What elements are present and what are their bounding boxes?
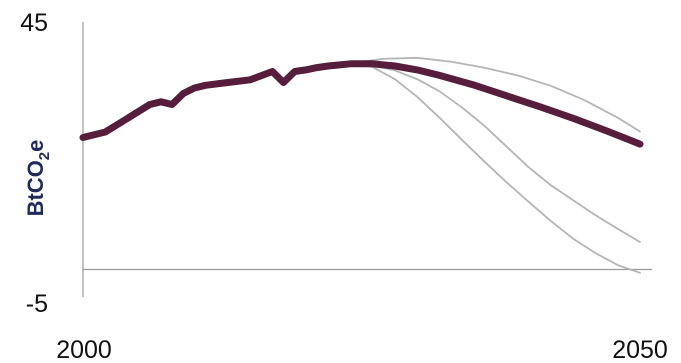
- series-layer: [79, 56, 644, 274]
- series-line-lower-scenario: [349, 62, 641, 274]
- y-tick-label-bottom: -5: [26, 290, 48, 318]
- x-tick-label-end: 2050: [612, 336, 668, 363]
- series-line-middle-scenario: [349, 62, 641, 243]
- y-tick-label-top: 45: [20, 9, 48, 37]
- y-axis-label-suffix: e: [23, 140, 48, 152]
- y-axis-label-subscript: 2: [36, 152, 53, 160]
- y-axis-label-base: BtCO: [23, 160, 48, 216]
- series-line-upper-scenario: [349, 56, 641, 133]
- x-tick-label-start: 2000: [56, 336, 112, 363]
- series-line-historical-and-projection: [79, 60, 644, 148]
- y-axis-label: BtCO2e: [23, 140, 53, 217]
